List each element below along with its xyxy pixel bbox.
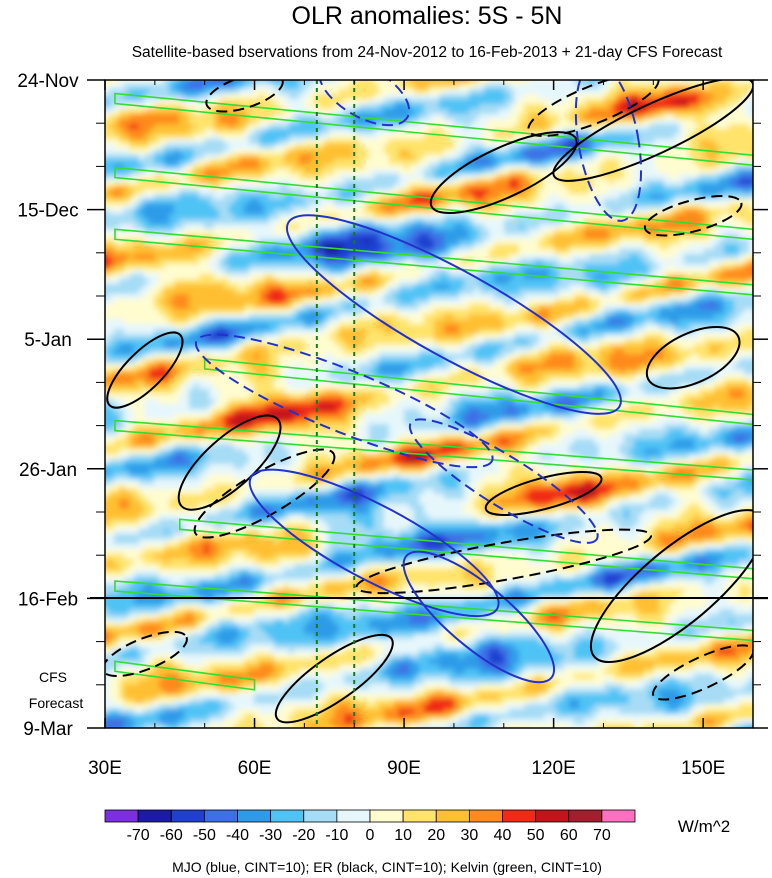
colorbar-tick-label: 40 [494,827,512,844]
colorbar-tick-label: 50 [527,827,545,844]
colorbar-tick-label: -30 [259,827,282,844]
colorbar-tick-label: -10 [325,827,348,844]
colorbar-swatch [569,810,602,822]
colorbar-tick-label: -40 [226,827,249,844]
colorbar-swatch [138,810,171,822]
colorbar-swatch [337,810,370,822]
colorbar-swatch [370,810,403,822]
colorbar-unit: W/m^2 [678,817,730,836]
colorbar-tick-label: -70 [127,827,150,844]
y-tick-label: 24-Nov [17,71,79,92]
olr-hovmoller-chart: OLR anomalies: 5S - 5N Satellite-based b… [0,0,772,878]
colorbar-swatch [536,810,569,822]
colorbar-swatch [469,810,502,822]
colorbar-tick-label: 10 [394,827,412,844]
colorbar-swatch [171,810,204,822]
colorbar-tick-label: 0 [366,827,375,844]
colorbar-swatch [602,810,635,822]
y-tick-label: 26-Jan [19,460,77,481]
y-tick-label: 5-Jan [24,330,72,351]
x-tick-label: 60E [238,758,272,779]
x-tick-label: 30E [88,758,122,779]
y-tick-label: 9-Mar [23,719,73,740]
colorbar-tick-label: 60 [560,827,578,844]
y-tick-label: 16-Feb [18,589,78,610]
colorbar-tick-label: 30 [460,827,478,844]
plot-area: 30E 60E 90E 120E 150E 24-Nov 15-Dec 5-Jan 26-Ja… [17,46,772,779]
x-tick-label: 120E [531,758,575,779]
colorbar-swatch [403,810,436,822]
y-tick-label: 15-Dec [17,201,78,222]
contour-legend: MJO (blue, CINT=10); ER (black, CINT=10)… [172,859,602,875]
colorbar-swatch [105,810,138,822]
colorbar: -70 -60 -50 -40 -30 -20 -10 0 10 20 30 40 50 60 70 [105,810,635,844]
colorbar-swatch [271,810,304,822]
colorbar-swatch [436,810,469,822]
colorbar-swatch [304,810,337,822]
forecast-label-line1: CFS [39,669,67,685]
colorbar-tick-label: 20 [427,827,445,844]
colorbar-tick-label: -60 [160,827,183,844]
colorbar-swatch [503,810,536,822]
colorbar-swatch [204,810,237,822]
x-tick-label: 150E [681,758,725,779]
colorbar-tick-label: -50 [193,827,216,844]
forecast-label-line2: Forecast [29,695,84,711]
colorbar-swatch [238,810,271,822]
colorbar-tick-label: -20 [292,827,315,844]
chart-subtitle: Satellite-based bservations from 24-Nov-… [132,44,723,61]
chart-title: OLR anomalies: 5S - 5N [292,2,563,30]
colorbar-tick-label: 70 [593,827,611,844]
x-tick-label: 90E [387,758,421,779]
